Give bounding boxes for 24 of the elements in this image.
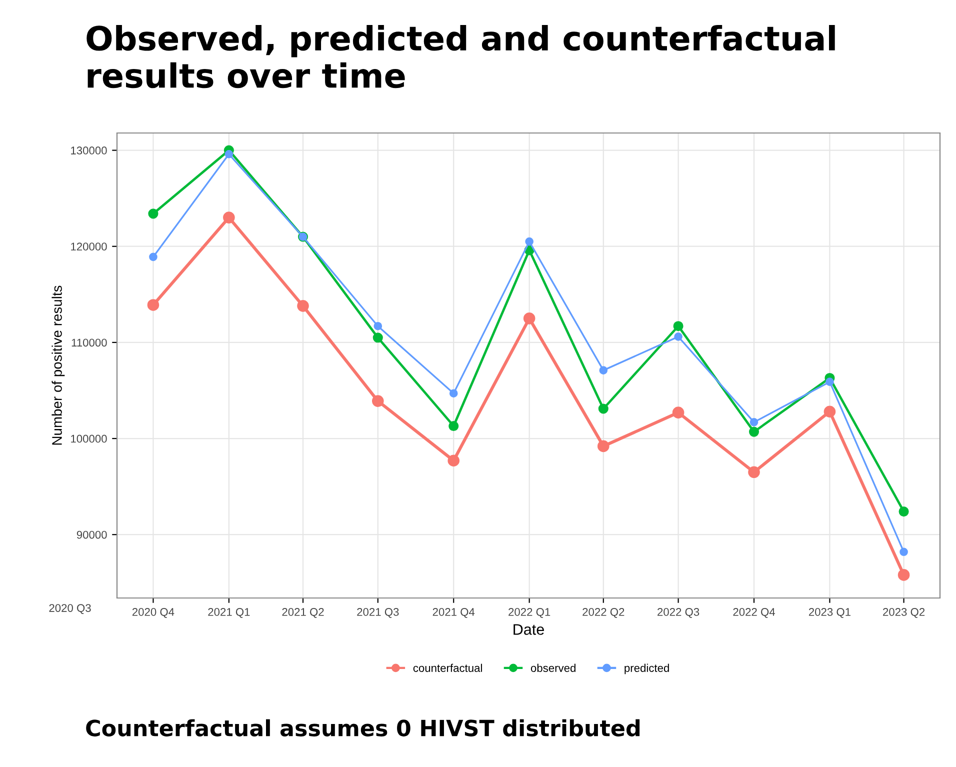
x-tick-label: 2021 Q4 (432, 608, 475, 618)
legend-label: counterfactual (413, 664, 482, 672)
x-tick-label: 2020 Q4 (132, 608, 174, 618)
x-tick-label: 2021 Q2 (282, 608, 324, 618)
legend-label: predicted (624, 664, 669, 674)
y-tick-label: 110000 (72, 338, 107, 347)
y-tick-label: 90000 (76, 530, 107, 539)
y-axis-title: Number of positive results (52, 286, 65, 445)
text: 2020 Q3 (49, 604, 91, 614)
x-tick-label: 2022 Q2 (582, 608, 624, 618)
x-tick-label: 2022 Q4 (733, 608, 775, 618)
y-tick-label: 130000 (71, 146, 107, 154)
legend-label: observed (530, 664, 576, 672)
x-axis-title: Date (514, 624, 544, 635)
x-tick-label: 2021 Q1 (208, 608, 250, 618)
chart-title: Observed, predicted and counterfactual results over time (86, 25, 835, 88)
text: Counterfactual assumes 0 HIVST distributed (86, 719, 640, 736)
y-tick-label: 120000 (71, 242, 107, 251)
x-tick-label: 2023 Q2 (883, 608, 925, 618)
x-tick-label: 2021 Q3 (357, 608, 399, 618)
x-tick-label: 2022 Q1 (508, 608, 550, 618)
x-tick-label: 2023 Q1 (808, 608, 850, 618)
y-tick-label: 100000 (71, 434, 107, 443)
x-tick-label: 2022 Q3 (658, 608, 700, 618)
